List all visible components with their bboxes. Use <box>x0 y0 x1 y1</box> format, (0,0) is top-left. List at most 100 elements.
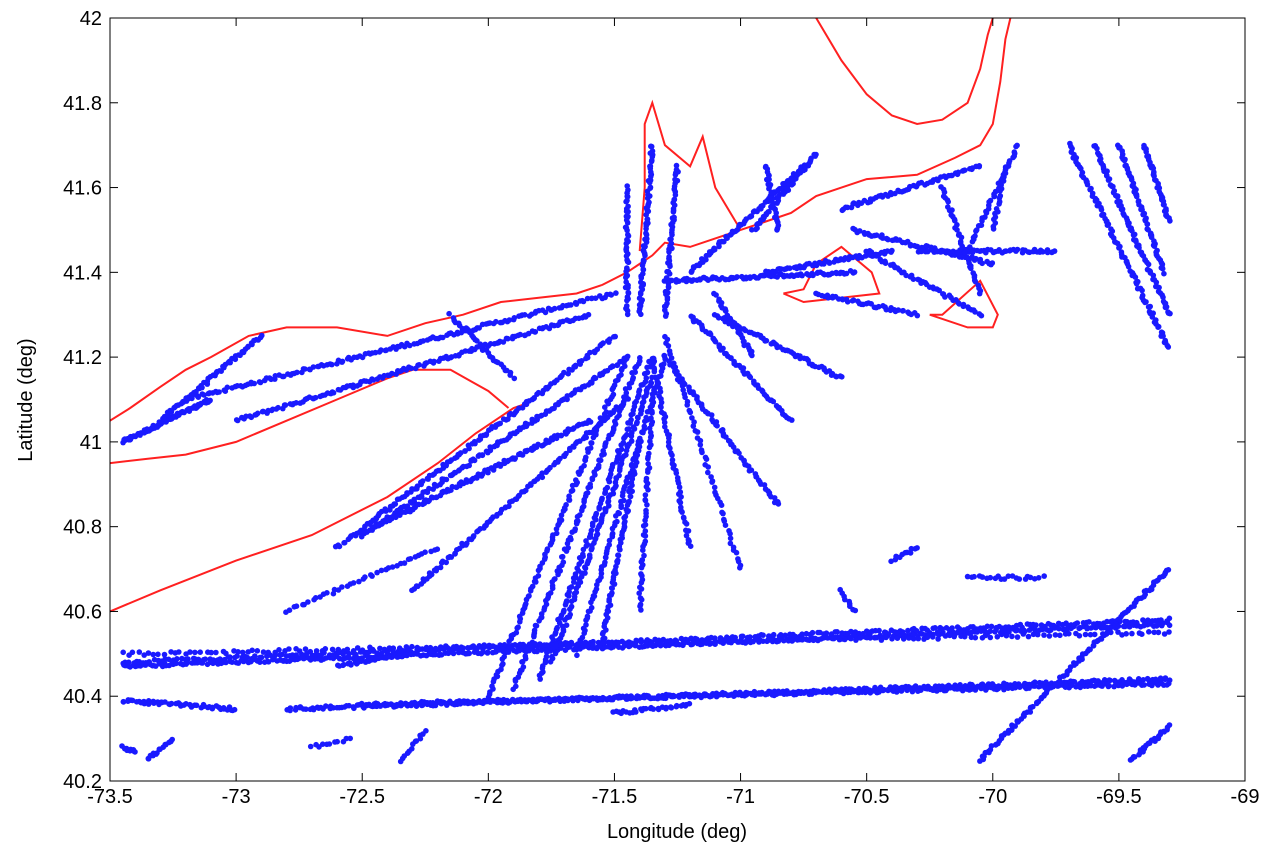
track-point <box>530 699 536 705</box>
track-point <box>583 434 589 441</box>
vessel-track <box>688 313 795 423</box>
vessel-track <box>358 353 631 540</box>
track-point <box>1025 633 1032 640</box>
track-point <box>1019 624 1025 631</box>
track-point <box>282 402 289 408</box>
track-point <box>572 526 578 532</box>
track-point <box>752 636 759 643</box>
track-point <box>532 641 538 647</box>
track-point <box>939 626 945 632</box>
track-point <box>831 259 837 265</box>
track-point <box>1031 683 1038 689</box>
track-point <box>702 462 708 468</box>
track-point <box>374 650 381 656</box>
track-point <box>549 653 555 660</box>
track-point <box>662 424 668 430</box>
track-point <box>216 389 222 395</box>
coastline-cape-cod-bay <box>815 18 994 126</box>
track-point <box>450 650 457 657</box>
track-point <box>829 293 836 300</box>
track-point <box>639 557 646 563</box>
vessel-track <box>120 629 1172 658</box>
track-point <box>976 163 983 169</box>
track-point <box>1161 631 1168 637</box>
track-point <box>558 642 564 648</box>
track-point <box>156 419 163 425</box>
track-point <box>683 532 690 539</box>
track-point <box>1076 633 1083 639</box>
track-point <box>293 652 300 658</box>
track-point <box>740 633 746 640</box>
track-point <box>302 646 309 652</box>
track-point <box>1017 683 1023 689</box>
vessel-track <box>977 567 1172 764</box>
track-point <box>145 701 152 707</box>
track-point <box>622 513 629 520</box>
track-point <box>350 580 357 586</box>
track-point <box>434 546 441 552</box>
track-point <box>857 634 863 641</box>
track-point <box>650 706 657 712</box>
track-point <box>882 260 889 267</box>
track-point <box>312 394 319 401</box>
track-point <box>464 540 470 547</box>
vessel-track <box>372 417 594 530</box>
track-point <box>551 305 558 312</box>
track-point <box>410 651 417 657</box>
track-point <box>871 635 878 641</box>
track-point <box>512 642 518 648</box>
track-point <box>506 503 512 510</box>
track-point <box>1041 632 1047 638</box>
vessel-track <box>358 680 1172 709</box>
track-point <box>195 394 202 401</box>
track-point <box>1116 245 1122 251</box>
track-point <box>969 166 975 173</box>
track-point <box>773 403 780 409</box>
track-point <box>588 604 595 611</box>
track-point <box>443 476 450 483</box>
track-point <box>533 623 540 629</box>
track-point <box>691 694 698 700</box>
track-point <box>747 634 753 640</box>
track-point <box>994 634 1001 640</box>
track-point <box>511 315 518 321</box>
track-point <box>824 689 830 695</box>
track-point <box>802 689 808 695</box>
track-point <box>493 318 499 325</box>
track-point <box>873 232 880 238</box>
track-point <box>448 554 455 560</box>
track-point <box>680 277 686 283</box>
track-point <box>542 309 549 316</box>
track-point <box>649 398 656 404</box>
coastline-li-north <box>110 284 603 422</box>
track-point <box>1166 629 1172 635</box>
track-point <box>1005 624 1012 630</box>
track-point <box>634 414 641 421</box>
track-point <box>356 578 362 585</box>
track-point <box>573 589 580 596</box>
track-point <box>568 603 575 610</box>
track-point <box>1050 622 1057 629</box>
track-point <box>718 427 725 434</box>
track-point <box>150 651 156 658</box>
track-point <box>433 494 440 501</box>
track-point <box>249 647 255 654</box>
track-point <box>1011 149 1018 155</box>
track-point <box>640 243 647 249</box>
track-point <box>1133 193 1140 200</box>
track-point <box>129 697 136 704</box>
track-point <box>1084 181 1091 188</box>
track-point <box>1160 333 1166 339</box>
track-point <box>880 303 886 309</box>
track-point <box>155 651 161 658</box>
track-point <box>359 647 366 653</box>
track-point <box>189 393 196 399</box>
track-point <box>626 426 632 432</box>
coastline-marthas-vineyard <box>783 245 881 304</box>
track-point <box>893 689 900 695</box>
track-point <box>557 696 563 702</box>
track-point <box>730 637 737 644</box>
track-point <box>1105 177 1112 183</box>
track-point <box>979 260 985 267</box>
track-point <box>366 701 372 708</box>
